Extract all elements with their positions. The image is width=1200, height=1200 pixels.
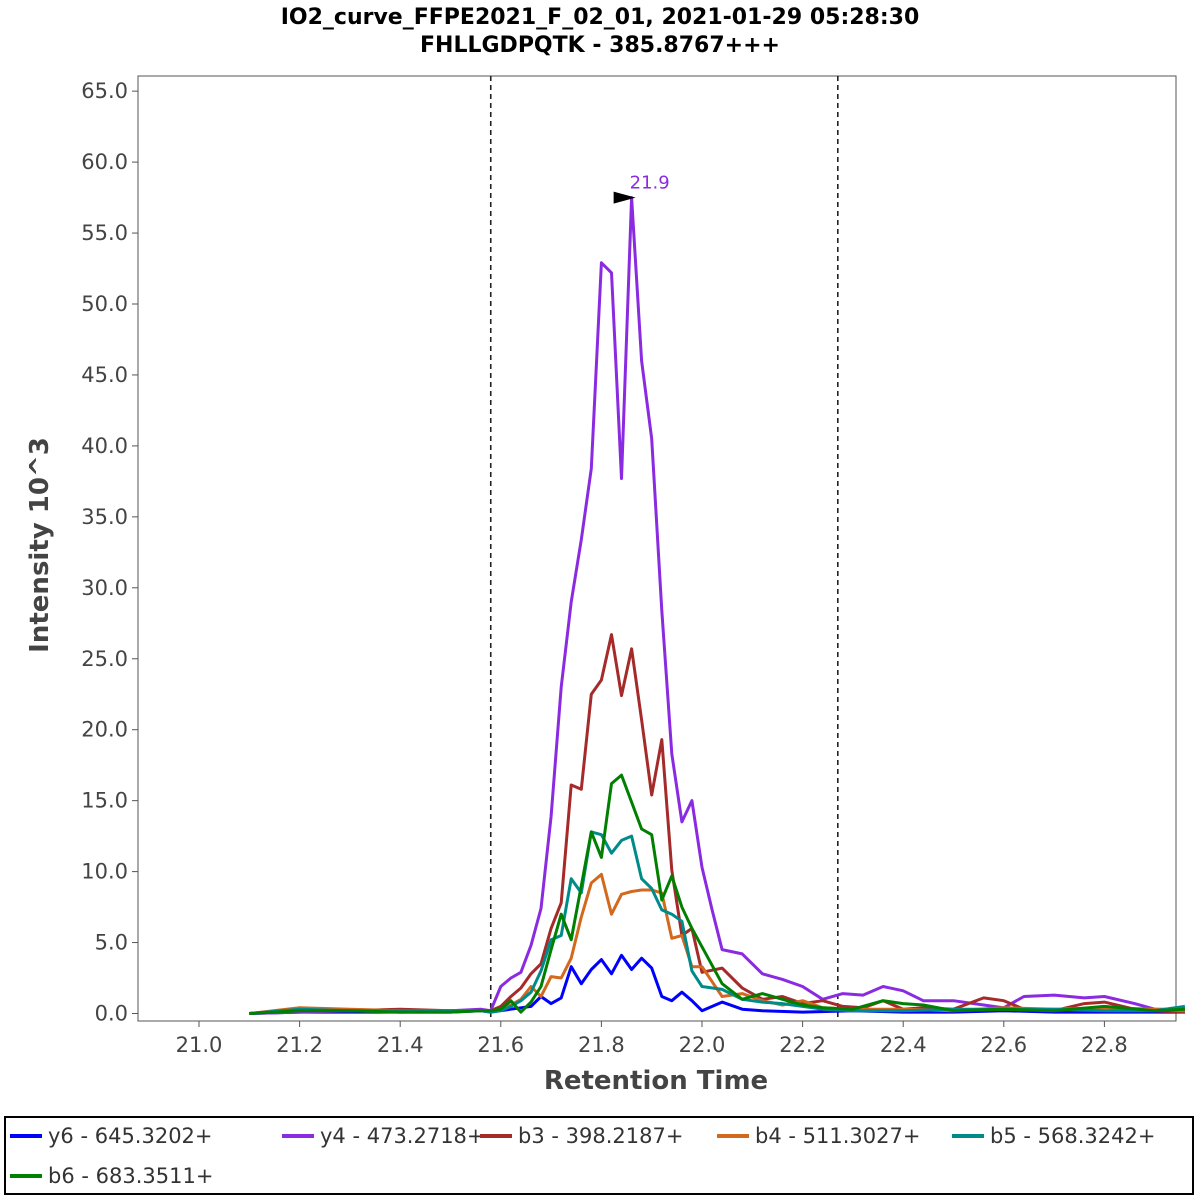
chromatogram-chart: IO2_curve_FFPE2021_F_02_01, 2021-01-29 0… bbox=[25, 5, 1186, 1096]
x-tick-label: 22.4 bbox=[880, 1033, 927, 1057]
legend-item-b3: b3 - 398.2187+ bbox=[480, 1124, 683, 1148]
legend-item-y4: y4 - 473.2718+ bbox=[282, 1124, 485, 1148]
legend-swatch bbox=[10, 1174, 42, 1178]
legend-swatch bbox=[480, 1134, 512, 1138]
x-tick-label: 22.8 bbox=[1081, 1033, 1128, 1057]
y-tick-label: 40.0 bbox=[81, 434, 128, 458]
peak-annotation-label: 21.9 bbox=[630, 173, 670, 194]
x-tick-label: 22.2 bbox=[779, 1033, 826, 1057]
y-tick-label: 25.0 bbox=[81, 647, 128, 671]
plot-area: 0.0 5.0 10.0 15.0 20.0 25.0 30.0 35.0 40.0 45.0 50… bbox=[81, 75, 1186, 1057]
y-tick-label: 5.0 bbox=[95, 931, 128, 955]
legend-item-y6: y6 - 645.3202+ bbox=[10, 1124, 213, 1148]
legend-swatch bbox=[952, 1134, 984, 1138]
legend-item-b4: b4 - 511.3027+ bbox=[717, 1124, 920, 1148]
legend-swatch bbox=[717, 1134, 749, 1138]
legend-swatch bbox=[10, 1134, 42, 1138]
y-tick-label: 30.0 bbox=[81, 576, 128, 600]
x-tick-label: 21.4 bbox=[377, 1033, 424, 1057]
y-tick-label: 0.0 bbox=[95, 1002, 128, 1026]
legend-label: b3 - 398.2187+ bbox=[518, 1124, 684, 1148]
y-tick-label: 15.0 bbox=[81, 789, 128, 813]
peak-arrow-icon bbox=[613, 191, 636, 204]
chart-title: IO2_curve_FFPE2021_F_02_01, 2021-01-29 0… bbox=[281, 5, 920, 30]
x-tick-label: 21.6 bbox=[477, 1033, 524, 1057]
y-tick-label: 20.0 bbox=[81, 718, 128, 742]
y-tick-label: 60.0 bbox=[81, 150, 128, 174]
legend-label: y6 - 645.3202+ bbox=[48, 1124, 213, 1148]
y-tick-label: 55.0 bbox=[81, 221, 128, 245]
y-tick-label: 35.0 bbox=[81, 505, 128, 529]
series-line-y4 bbox=[249, 196, 1185, 1015]
x-tick-label: 21.2 bbox=[276, 1033, 323, 1057]
y-axis-title: Intensity 10^3 bbox=[25, 437, 55, 653]
x-tick-label: 22.6 bbox=[980, 1033, 1027, 1057]
legend-label: b4 - 511.3027+ bbox=[755, 1124, 921, 1148]
legend-label: b6 - 683.3511+ bbox=[48, 1164, 214, 1188]
legend-label: b5 - 568.3242+ bbox=[990, 1124, 1156, 1148]
series-line-b6 bbox=[249, 773, 1185, 1015]
x-axis-title: Retention Time bbox=[544, 1066, 768, 1096]
y-tick-label: 50.0 bbox=[81, 292, 128, 316]
x-tick-label: 21.0 bbox=[176, 1033, 223, 1057]
legend-item-b5: b5 - 568.3242+ bbox=[952, 1124, 1155, 1148]
legend-item-b6: b6 - 683.3511+ bbox=[10, 1164, 213, 1188]
legend-swatch bbox=[282, 1134, 314, 1138]
legend: y6 - 645.3202+ y4 - 473.2718+ b3 - 398.218… bbox=[4, 1116, 1194, 1195]
y-tick-label: 10.0 bbox=[81, 860, 128, 884]
x-tick-label: 21.8 bbox=[578, 1033, 625, 1057]
x-tick-label: 22.0 bbox=[679, 1033, 726, 1057]
legend-label: y4 - 473.2718+ bbox=[320, 1124, 485, 1148]
y-tick-label: 65.0 bbox=[81, 79, 128, 103]
series-line-b3 bbox=[249, 633, 1185, 1015]
y-tick-label: 45.0 bbox=[81, 363, 128, 387]
chart-subtitle: FHLLGDPQTK - 385.8767+++ bbox=[420, 33, 780, 58]
